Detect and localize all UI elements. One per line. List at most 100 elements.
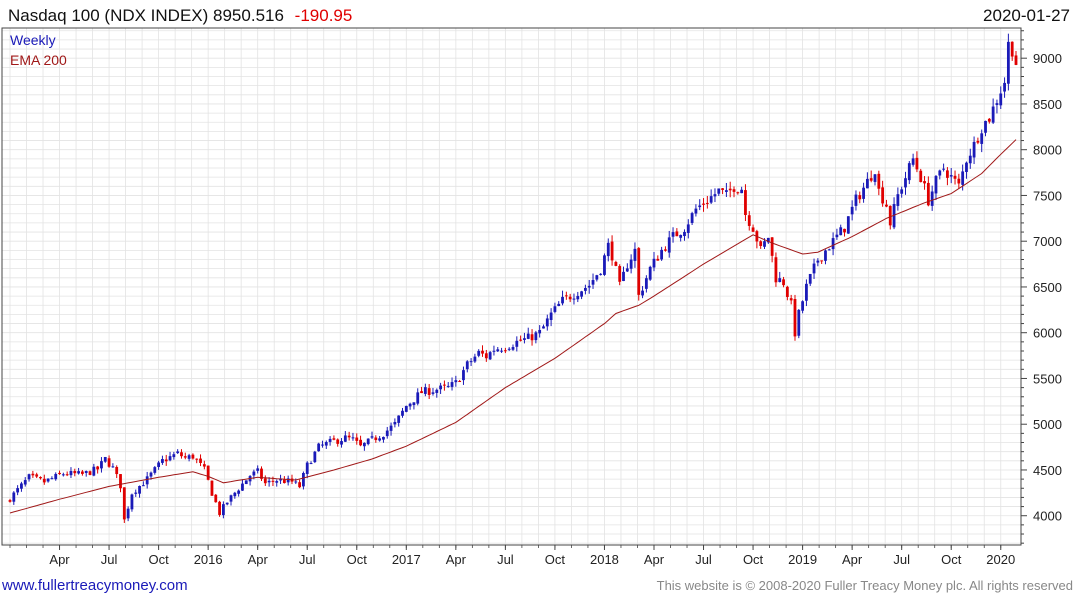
candle-body — [953, 175, 957, 179]
candle — [23, 477, 27, 487]
candle-body — [462, 370, 465, 381]
candle-body — [869, 178, 873, 181]
candle — [210, 480, 214, 496]
candle — [534, 330, 538, 344]
candle-body — [705, 202, 709, 204]
candle — [968, 148, 972, 169]
candle — [774, 252, 778, 287]
candle — [622, 266, 625, 282]
candle-body — [774, 257, 778, 283]
candle — [141, 481, 145, 487]
candle — [496, 346, 500, 353]
candle-body — [305, 462, 309, 474]
candle — [542, 324, 545, 329]
candle — [115, 465, 119, 479]
candle — [321, 440, 324, 448]
candle-body — [827, 249, 831, 251]
candle — [930, 185, 934, 211]
candle — [885, 199, 888, 208]
y-tick-label: 6500 — [1033, 280, 1062, 295]
x-tick-label: 2020 — [986, 552, 1015, 567]
candle — [27, 473, 31, 482]
candle — [610, 235, 614, 266]
candle — [934, 175, 938, 201]
candle — [73, 468, 77, 477]
candle — [233, 491, 237, 499]
candle-body — [31, 473, 35, 476]
candle — [302, 471, 305, 490]
candle-body — [980, 133, 984, 144]
y-tick-label: 4000 — [1033, 509, 1062, 524]
candle — [130, 493, 134, 512]
x-tick-label: Apr — [248, 552, 269, 567]
candle — [938, 169, 942, 180]
candle-body — [808, 273, 812, 284]
candle — [404, 405, 408, 413]
x-tick-label: 2017 — [392, 552, 421, 567]
candle — [824, 249, 827, 265]
candle — [317, 442, 321, 452]
candle — [923, 176, 926, 190]
candle-body — [763, 241, 766, 247]
candle-body — [610, 241, 614, 261]
candle-body — [149, 472, 153, 477]
website-link[interactable]: www.fullertreacymoney.com — [1, 577, 188, 594]
candle — [35, 472, 39, 479]
candle — [446, 382, 450, 388]
candle-body — [50, 478, 54, 480]
candle-body — [210, 480, 214, 496]
candle — [107, 455, 111, 468]
candle — [713, 188, 717, 203]
candle-body — [625, 268, 629, 272]
candle-body — [759, 241, 763, 246]
candle-body — [309, 463, 313, 465]
candle-body — [675, 231, 679, 237]
candle-body — [854, 194, 858, 206]
candle — [12, 491, 16, 505]
candle — [397, 415, 401, 427]
candle-body — [225, 502, 229, 505]
candle-body — [751, 227, 755, 232]
candle — [523, 332, 526, 344]
candle-body — [477, 350, 481, 356]
candle-body — [595, 275, 599, 280]
candle-body — [423, 387, 427, 394]
candle-body — [92, 466, 96, 476]
candle-body — [622, 271, 625, 282]
candle — [153, 466, 157, 475]
candle-body — [923, 181, 926, 184]
candle — [751, 224, 755, 233]
candle — [96, 465, 100, 474]
candle — [606, 238, 610, 262]
candle — [820, 260, 824, 264]
candle — [545, 314, 549, 331]
candle-body — [61, 474, 65, 476]
y-tick-label: 7500 — [1033, 188, 1062, 203]
candle — [904, 171, 907, 195]
candle-body — [46, 478, 50, 482]
candle — [675, 228, 679, 237]
candle — [709, 189, 713, 204]
candle-body — [667, 237, 671, 253]
candle — [625, 263, 629, 273]
candle-body — [103, 456, 107, 462]
candle — [221, 501, 225, 519]
candle-body — [416, 392, 420, 404]
candle-body — [313, 451, 317, 463]
candle — [980, 129, 984, 153]
candle-body — [473, 356, 477, 362]
candle — [500, 347, 503, 353]
candle — [462, 366, 465, 385]
legend-ema-200: EMA 200 — [10, 52, 67, 68]
candle — [481, 345, 484, 357]
candle-body — [926, 182, 930, 206]
candle — [439, 382, 442, 394]
candle-body — [526, 333, 530, 339]
candle-body — [351, 437, 355, 439]
candle-body — [949, 175, 953, 177]
candle-body — [534, 332, 538, 341]
candle — [16, 485, 20, 496]
candle-body — [782, 279, 785, 286]
candle — [260, 466, 263, 482]
candle-body — [401, 410, 404, 416]
